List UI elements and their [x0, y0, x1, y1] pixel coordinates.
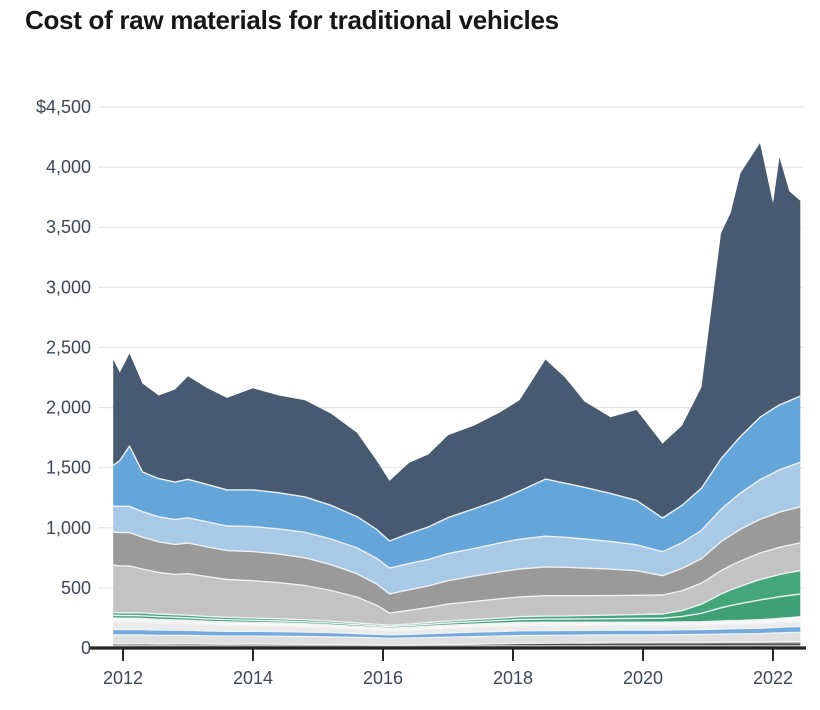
x-axis: 2012 2014 2016 2018 2020 2022: [90, 646, 806, 688]
y-tick-label-4500: $4,500: [36, 97, 91, 117]
x-tick-label-2014: 2014: [233, 668, 273, 688]
x-tick-label-2018: 2018: [493, 668, 533, 688]
series-light-blue: [113, 462, 801, 594]
y-tick-label-0: 0: [81, 638, 91, 658]
y-tick-label-2500: 2,500: [46, 337, 91, 357]
x-tick-label-2022: 2022: [753, 668, 793, 688]
x-tick-label-2012: 2012: [103, 668, 143, 688]
separator-above-thin-blue-band: [113, 625, 801, 636]
y-axis-labels: 0 500 1,000 1,500 2,000 2,500 3,000 3,500 4,000 $…: [36, 97, 91, 658]
series-light-gray: [113, 542, 801, 626]
series-separators: [112, 395, 801, 646]
y-tick-label-1500: 1,500: [46, 458, 91, 478]
chart-title: Cost of raw materials for traditional ve…: [25, 5, 559, 35]
series-green-lower: [113, 593, 801, 629]
separator-above-light-blue: [113, 461, 801, 569]
y-tick-label-3000: 3,000: [46, 277, 91, 297]
x-tick-label-2020: 2020: [623, 668, 663, 688]
y-tick-label-4000: 4,000: [46, 157, 91, 177]
separator-above-green-lower: [113, 593, 801, 628]
series-medium-blue: [113, 396, 801, 569]
y-tick-label-2000: 2,000: [46, 398, 91, 418]
series-medium-gray: [113, 506, 801, 614]
separator-above-light-gray: [113, 542, 801, 614]
series-white-band: [113, 616, 801, 632]
separator-above-medium-blue: [112, 395, 801, 542]
separator-above-green-upper: [113, 569, 801, 626]
area-stack: [113, 143, 801, 648]
separator-above-bottom-dark-hairlines: [113, 640, 801, 646]
series-thin-blue-band: [113, 626, 801, 639]
y-tick-label-500: 500: [61, 578, 91, 598]
x-tick-label-2016: 2016: [363, 668, 403, 688]
separator-above-pale-gray-lower: [113, 631, 801, 640]
y-tick-label-1000: 1,000: [46, 518, 91, 538]
separator-above-white-band: [113, 616, 801, 629]
separator-above-pale-gray-upper: [113, 620, 801, 632]
series-dark-slate-blue: [113, 143, 801, 541]
y-tick-label-3500: 3,500: [46, 217, 91, 237]
separator-above-medium-gray: [113, 506, 801, 595]
